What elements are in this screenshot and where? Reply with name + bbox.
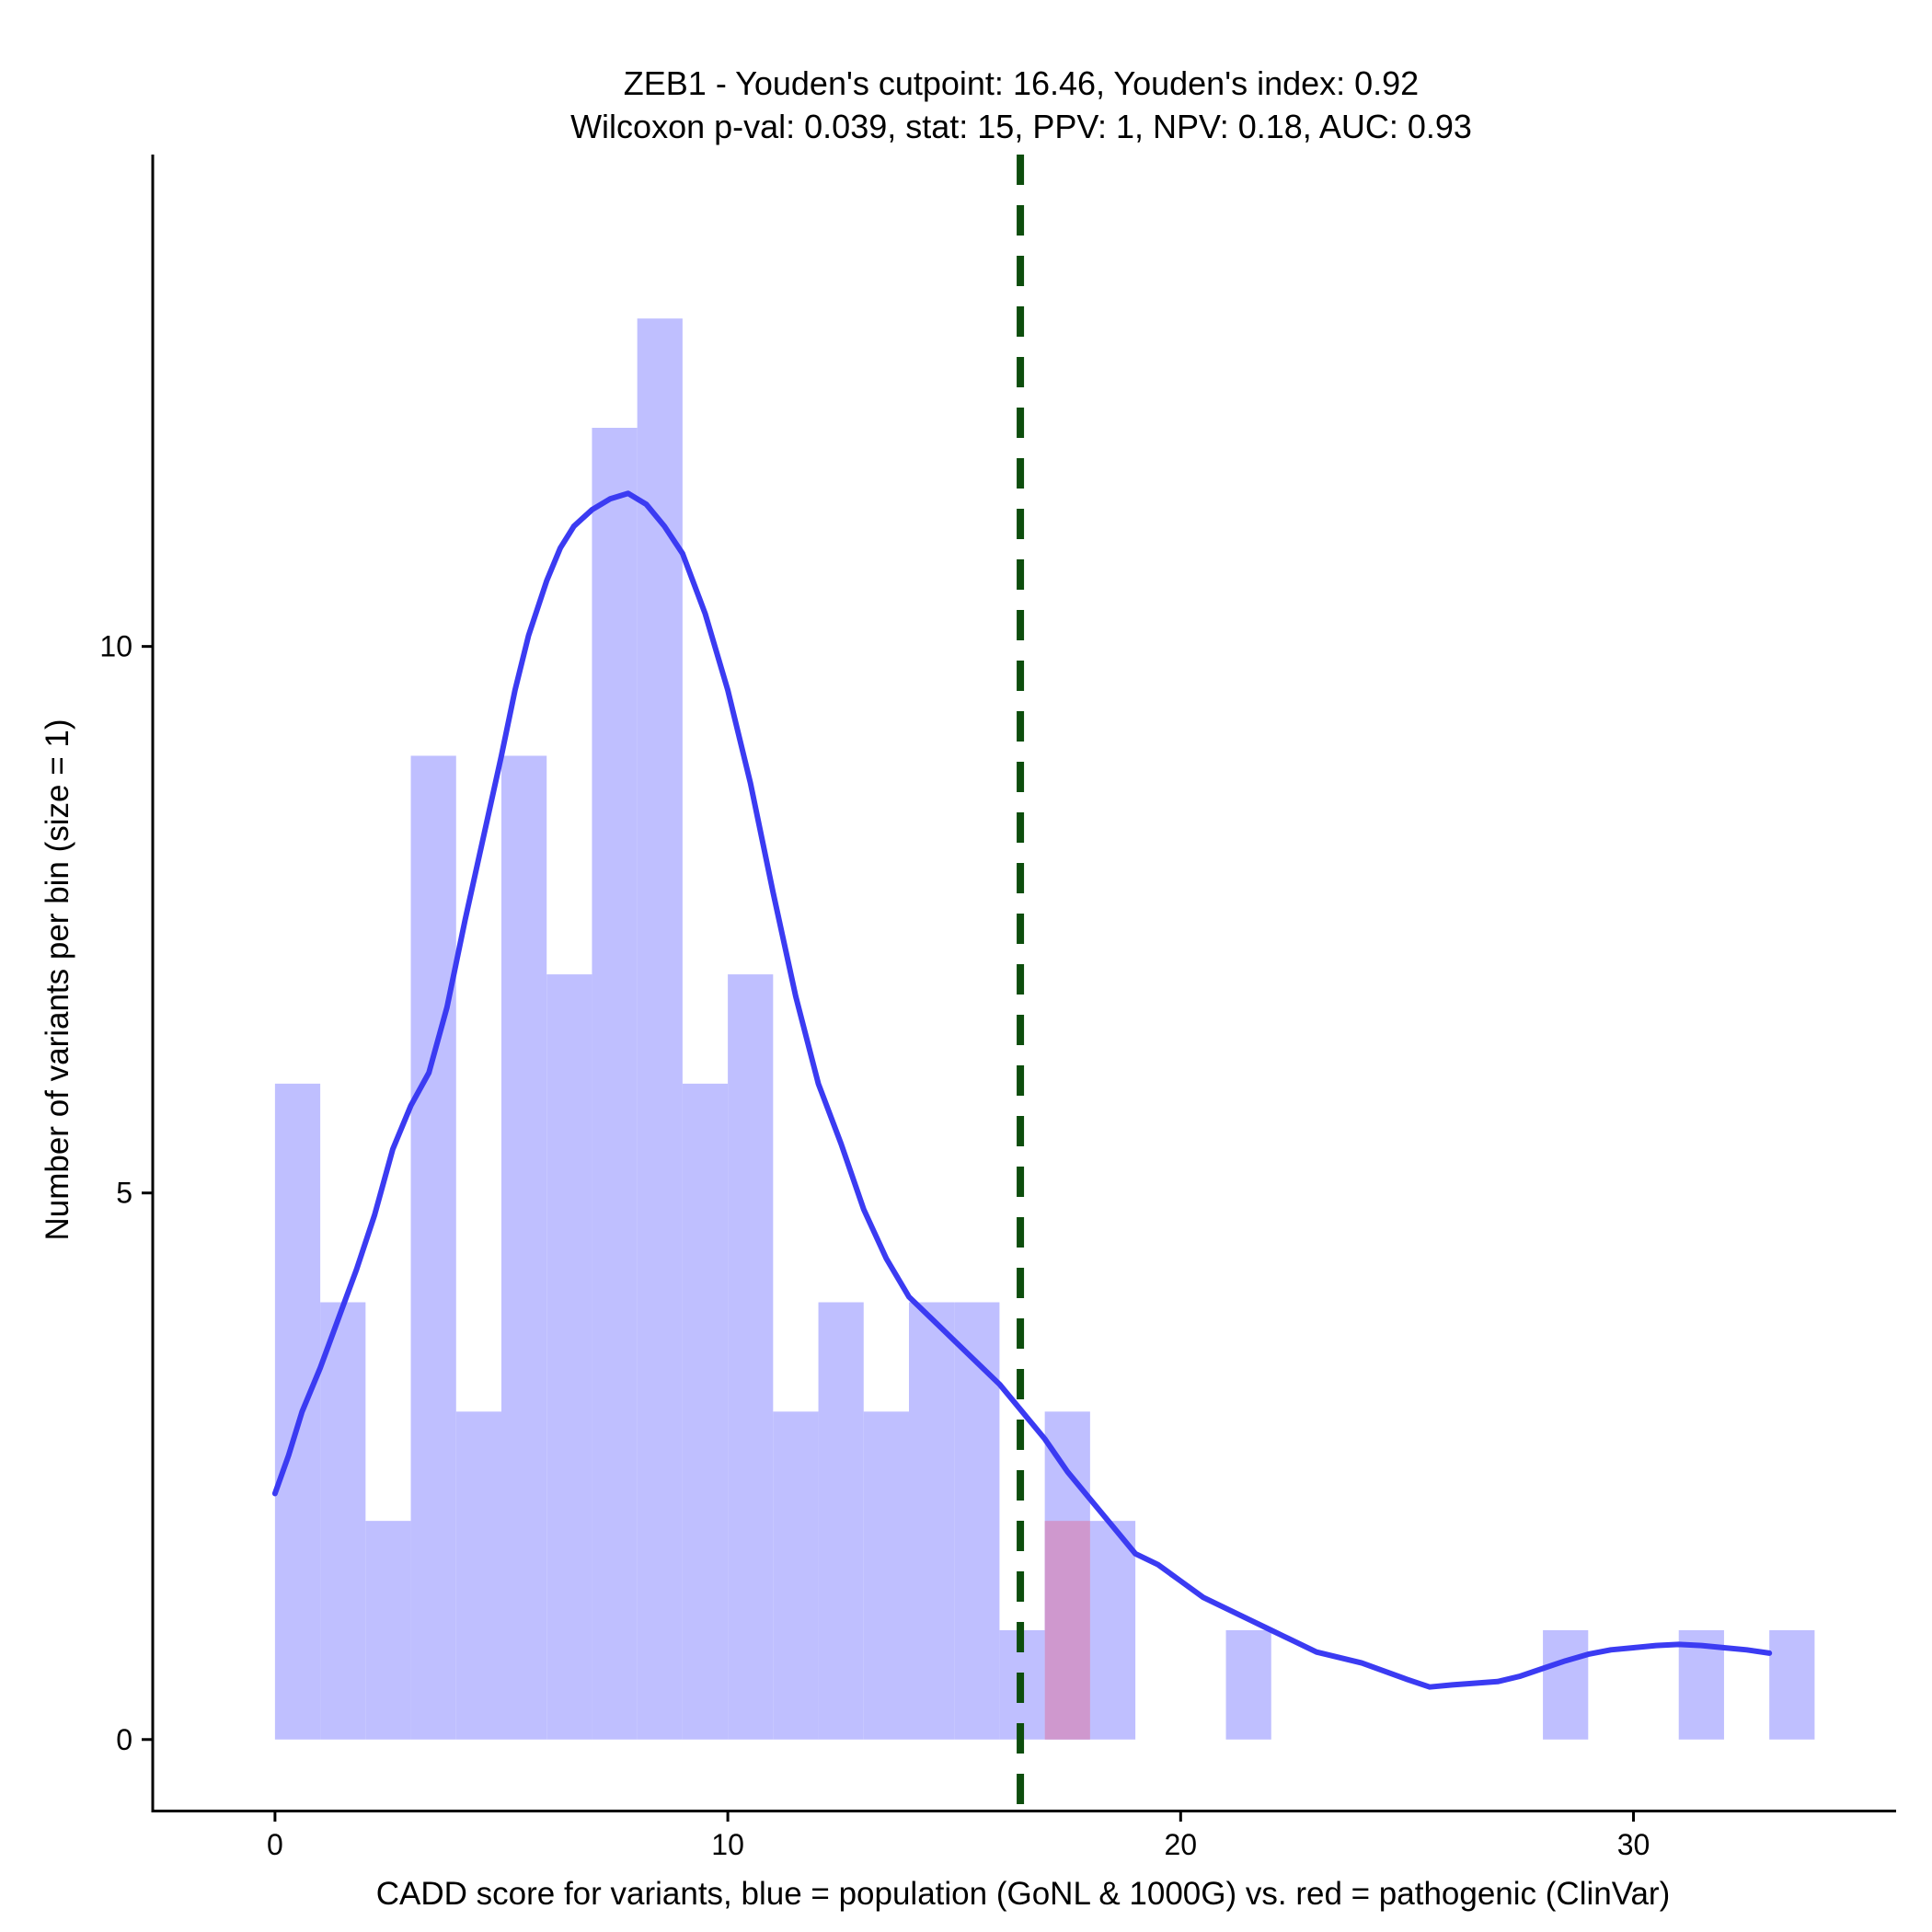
population-bar <box>728 974 774 1740</box>
density-curve-layer <box>271 490 1773 1690</box>
x-ticks: 0 10 20 30 <box>267 1811 1650 1861</box>
population-bar <box>1089 1521 1136 1740</box>
population-bar <box>682 1083 729 1740</box>
population-bar <box>410 755 456 1740</box>
population-bar <box>274 1083 321 1740</box>
population-bar <box>773 1411 819 1740</box>
population-bar <box>546 974 592 1740</box>
population-bar <box>863 1411 909 1740</box>
x-axis-label: CADD score for variants, blue = populati… <box>376 1876 1671 1912</box>
population-bar <box>637 318 683 1740</box>
y-tick-label: 5 <box>116 1177 132 1210</box>
y-tick-label: 10 <box>99 630 132 663</box>
population-bar <box>818 1302 864 1740</box>
y-axis-label: Number of variants per bin (size = 1) <box>40 719 75 1240</box>
density-curve <box>271 490 1773 1690</box>
population-bar <box>320 1302 366 1740</box>
population-bar <box>1769 1629 1815 1740</box>
x-tick-label: 20 <box>1165 1828 1198 1861</box>
y-ticks: 0 5 10 <box>99 630 153 1756</box>
population-bar <box>1543 1629 1589 1740</box>
population-bar <box>908 1302 955 1740</box>
population-bar <box>501 755 547 1740</box>
x-tick-label: 10 <box>711 1828 744 1861</box>
bars-layer <box>274 318 1815 1740</box>
population-bar <box>1225 1629 1271 1740</box>
chart-title: ZEB1 - Youden's cutpoint: 16.46, Youden'… <box>624 64 1419 102</box>
chart-subtitle: Wilcoxon p-val: 0.039, stat: 15, PPV: 1,… <box>570 108 1472 145</box>
y-tick-label: 0 <box>116 1723 132 1756</box>
pathogenic-bar <box>1044 1521 1090 1740</box>
population-bar <box>592 428 638 1740</box>
x-tick-label: 0 <box>267 1828 283 1861</box>
population-bar <box>455 1411 501 1740</box>
x-tick-label: 30 <box>1617 1828 1650 1861</box>
population-bar <box>954 1302 1000 1740</box>
population-bar <box>365 1521 411 1740</box>
